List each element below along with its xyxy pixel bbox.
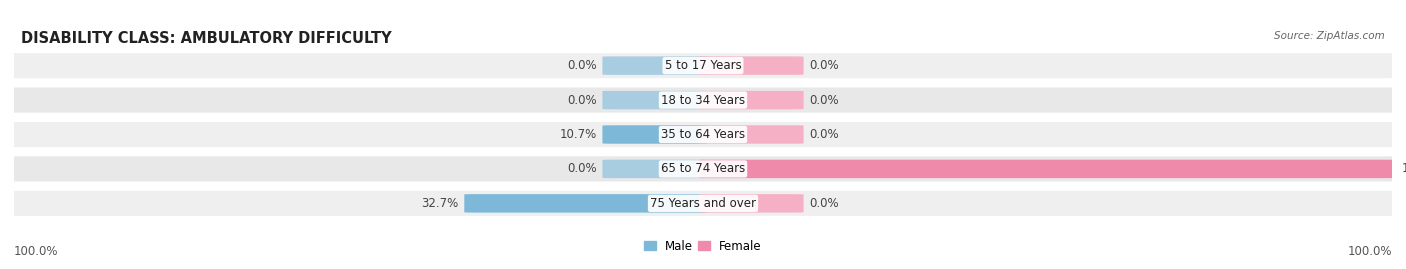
FancyBboxPatch shape <box>602 56 707 75</box>
FancyBboxPatch shape <box>0 156 1406 182</box>
Text: 0.0%: 0.0% <box>808 128 839 141</box>
FancyBboxPatch shape <box>602 160 707 178</box>
Text: DISABILITY CLASS: AMBULATORY DIFFICULTY: DISABILITY CLASS: AMBULATORY DIFFICULTY <box>21 31 392 46</box>
FancyBboxPatch shape <box>699 160 1396 178</box>
Text: 0.0%: 0.0% <box>808 197 839 210</box>
FancyBboxPatch shape <box>0 53 1406 78</box>
Text: 0.0%: 0.0% <box>567 59 598 72</box>
Text: 32.7%: 32.7% <box>422 197 458 210</box>
FancyBboxPatch shape <box>602 125 707 144</box>
Text: Source: ZipAtlas.com: Source: ZipAtlas.com <box>1274 31 1385 41</box>
FancyBboxPatch shape <box>699 125 804 144</box>
FancyBboxPatch shape <box>699 56 804 75</box>
Text: 35 to 64 Years: 35 to 64 Years <box>661 128 745 141</box>
FancyBboxPatch shape <box>0 191 1406 216</box>
FancyBboxPatch shape <box>699 194 804 213</box>
FancyBboxPatch shape <box>602 91 707 109</box>
Text: 0.0%: 0.0% <box>808 59 839 72</box>
FancyBboxPatch shape <box>699 91 804 109</box>
Text: 0.0%: 0.0% <box>808 94 839 107</box>
Text: 0.0%: 0.0% <box>567 94 598 107</box>
Text: 100.0%: 100.0% <box>1402 162 1406 175</box>
FancyBboxPatch shape <box>464 194 707 213</box>
Text: 5 to 17 Years: 5 to 17 Years <box>665 59 741 72</box>
FancyBboxPatch shape <box>0 87 1406 113</box>
Text: 0.0%: 0.0% <box>567 162 598 175</box>
Text: 100.0%: 100.0% <box>14 245 59 258</box>
Text: 18 to 34 Years: 18 to 34 Years <box>661 94 745 107</box>
Text: 75 Years and over: 75 Years and over <box>650 197 756 210</box>
Legend: Male, Female: Male, Female <box>644 240 762 253</box>
Text: 10.7%: 10.7% <box>560 128 598 141</box>
FancyBboxPatch shape <box>0 122 1406 147</box>
Text: 65 to 74 Years: 65 to 74 Years <box>661 162 745 175</box>
Text: 100.0%: 100.0% <box>1347 245 1392 258</box>
